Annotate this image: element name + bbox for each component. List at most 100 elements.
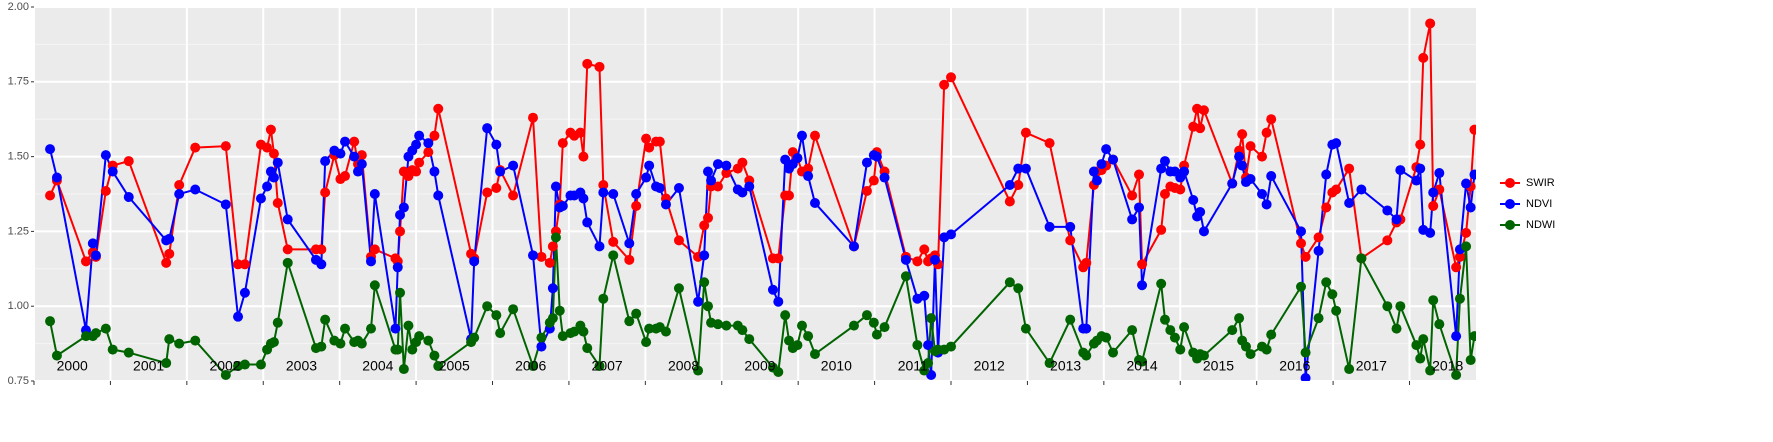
- data-point: [423, 138, 434, 149]
- data-point: [1165, 325, 1176, 336]
- data-point: [1356, 184, 1367, 195]
- data-point: [1344, 163, 1355, 174]
- data-point: [946, 229, 957, 240]
- data-point: [1382, 205, 1393, 216]
- data-point: [353, 166, 364, 177]
- data-point: [268, 172, 279, 183]
- x-year-label: 2008: [668, 358, 699, 374]
- data-point: [1081, 350, 1092, 361]
- data-point: [1065, 314, 1076, 325]
- data-point: [390, 323, 401, 334]
- data-point: [1425, 18, 1436, 29]
- data-point: [1296, 281, 1307, 292]
- data-point: [161, 257, 172, 268]
- data-point: [1137, 356, 1148, 367]
- data-point: [939, 79, 950, 90]
- x-year-label: 2001: [133, 358, 164, 374]
- data-point: [547, 283, 558, 294]
- data-point: [641, 337, 652, 348]
- data-point: [255, 359, 266, 370]
- data-point: [1004, 180, 1015, 191]
- x-year-label: 2016: [1279, 358, 1310, 374]
- data-point: [433, 190, 444, 201]
- data-point: [594, 241, 605, 252]
- data-point: [594, 61, 605, 72]
- data-point: [1137, 280, 1148, 291]
- data-point: [900, 254, 911, 265]
- data-point: [594, 361, 605, 372]
- x-year-label: 2005: [439, 358, 470, 374]
- data-point: [1461, 241, 1472, 252]
- data-point: [161, 358, 172, 369]
- legend-marker: [1505, 220, 1515, 230]
- data-point: [796, 320, 807, 331]
- data-point: [578, 193, 589, 204]
- data-point: [926, 313, 937, 324]
- data-point: [268, 148, 279, 159]
- data-point: [660, 199, 671, 210]
- data-point: [239, 287, 250, 298]
- data-point: [423, 335, 434, 346]
- data-point: [1395, 165, 1406, 176]
- data-point: [1013, 180, 1024, 191]
- x-year-label: 2004: [362, 358, 393, 374]
- data-point: [712, 181, 723, 192]
- data-point: [1469, 169, 1476, 180]
- data-point: [1469, 331, 1476, 342]
- data-point: [946, 72, 957, 83]
- data-point: [1245, 174, 1256, 185]
- data-point: [392, 262, 403, 273]
- data-point: [429, 350, 440, 361]
- data-point: [1391, 323, 1402, 334]
- data-point: [174, 180, 185, 191]
- legend-label: NDWI: [1526, 219, 1555, 231]
- data-point: [773, 253, 784, 264]
- data-point: [1313, 245, 1324, 256]
- data-point: [1227, 178, 1238, 189]
- data-point: [1156, 224, 1167, 235]
- data-point: [796, 130, 807, 141]
- data-point: [1356, 253, 1367, 264]
- y-tick-label: 2.00: [8, 1, 29, 13]
- data-point: [1169, 332, 1180, 343]
- data-point: [491, 139, 502, 150]
- y-tick-label: 1.50: [8, 151, 29, 163]
- data-point: [495, 328, 506, 339]
- y-tick-label: 1.25: [8, 225, 29, 237]
- x-year-label: 2010: [821, 358, 852, 374]
- data-point: [1198, 350, 1209, 361]
- data-point: [1451, 331, 1462, 342]
- data-point: [1411, 175, 1422, 186]
- data-point: [803, 331, 814, 342]
- data-point: [123, 156, 134, 167]
- data-point: [879, 322, 890, 333]
- data-point: [1300, 373, 1311, 381]
- data-point: [1159, 189, 1170, 199]
- data-point: [508, 190, 519, 201]
- data-point: [1418, 52, 1429, 63]
- data-point: [1108, 154, 1119, 165]
- data-point: [174, 338, 185, 349]
- data-point: [1159, 314, 1170, 325]
- data-point: [1227, 325, 1238, 336]
- data-point: [320, 314, 331, 325]
- data-point: [123, 347, 134, 358]
- data-point: [45, 190, 56, 201]
- data-point: [1313, 232, 1324, 243]
- data-point: [1159, 156, 1170, 167]
- data-point: [1137, 259, 1148, 270]
- data-point: [433, 103, 444, 114]
- data-point: [528, 250, 539, 261]
- data-point: [919, 365, 930, 376]
- data-point: [1245, 349, 1256, 360]
- legend-marker: [1505, 178, 1515, 188]
- data-point: [1065, 221, 1076, 232]
- data-point: [80, 256, 91, 267]
- data-point: [1179, 166, 1190, 177]
- x-year-label: 2009: [744, 358, 775, 374]
- data-point: [1266, 114, 1277, 125]
- data-point: [414, 157, 425, 168]
- data-point: [784, 190, 795, 201]
- data-point: [673, 283, 684, 294]
- data-point: [414, 331, 425, 342]
